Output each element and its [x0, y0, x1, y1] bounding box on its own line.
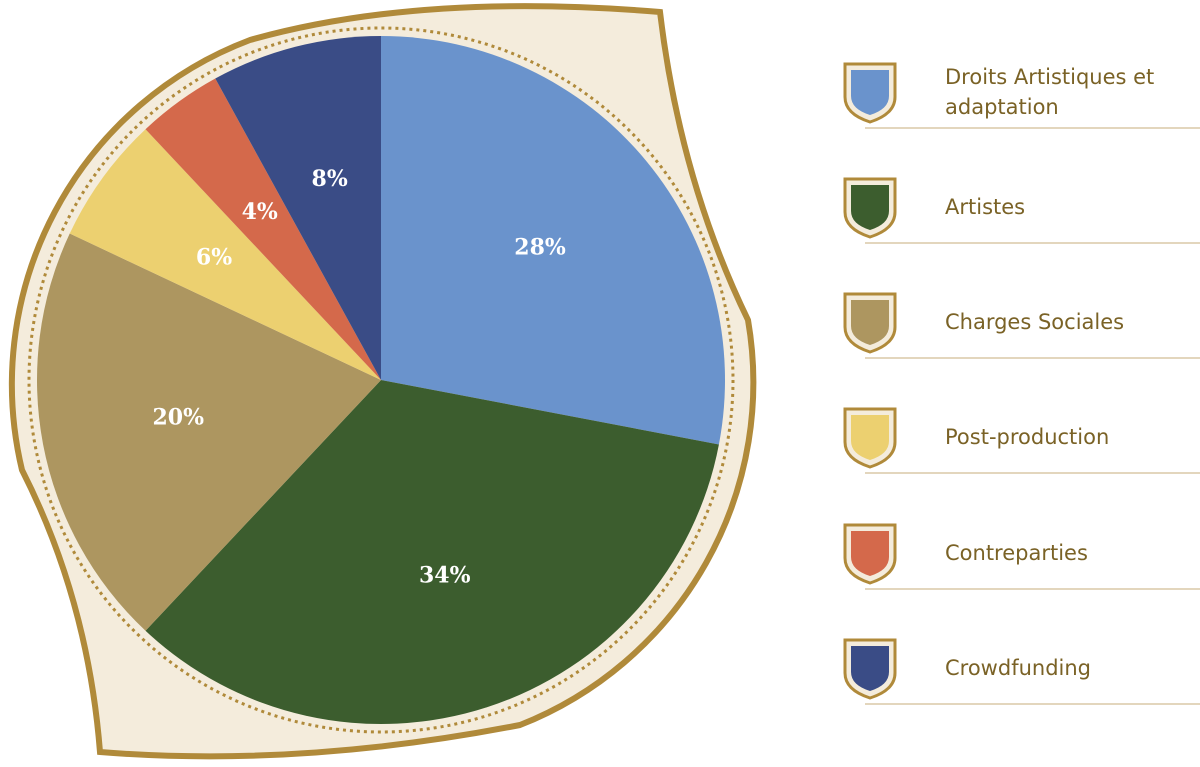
- swatch-fill: [851, 185, 889, 230]
- pie-slice: [145, 78, 381, 380]
- legend-label: Artistes: [945, 195, 1026, 219]
- data-label: 20%: [152, 405, 204, 431]
- legend-swatch: [843, 407, 897, 469]
- pie-slice: [145, 380, 719, 724]
- legend-label: Crowdfunding: [945, 656, 1092, 680]
- legend-label: Contreparties: [945, 541, 1088, 565]
- legend-label: Droits Artistiques et adaptation: [945, 65, 1155, 119]
- pie-slice: [215, 36, 381, 380]
- legend-label: Charges Sociales: [945, 310, 1125, 334]
- legend-swatch: [843, 177, 897, 239]
- legend-swatch: [843, 638, 897, 700]
- pie: 28% 34% 20% 6% 4% 8%: [36, 36, 725, 724]
- legend-swatch: [843, 292, 897, 354]
- swatch-fill: [851, 646, 889, 691]
- swatch-fill: [851, 300, 889, 345]
- swatch-fill: [851, 415, 889, 460]
- swatch-fill: [851, 531, 889, 576]
- pie-slice: [36, 233, 381, 631]
- legend-swatch: [843, 523, 897, 585]
- legend-label: Post-production: [945, 425, 1110, 449]
- frame-ring: [27, 26, 735, 734]
- data-label: 4%: [242, 199, 278, 225]
- legend-swatch: [843, 62, 897, 124]
- swatch-fill: [851, 70, 889, 115]
- pie-slice: [69, 129, 381, 380]
- pie-slice: [381, 36, 725, 445]
- data-label: 8%: [312, 166, 348, 192]
- data-label: 34%: [419, 562, 471, 588]
- data-label: 28%: [514, 234, 566, 260]
- data-label: 6%: [196, 245, 232, 271]
